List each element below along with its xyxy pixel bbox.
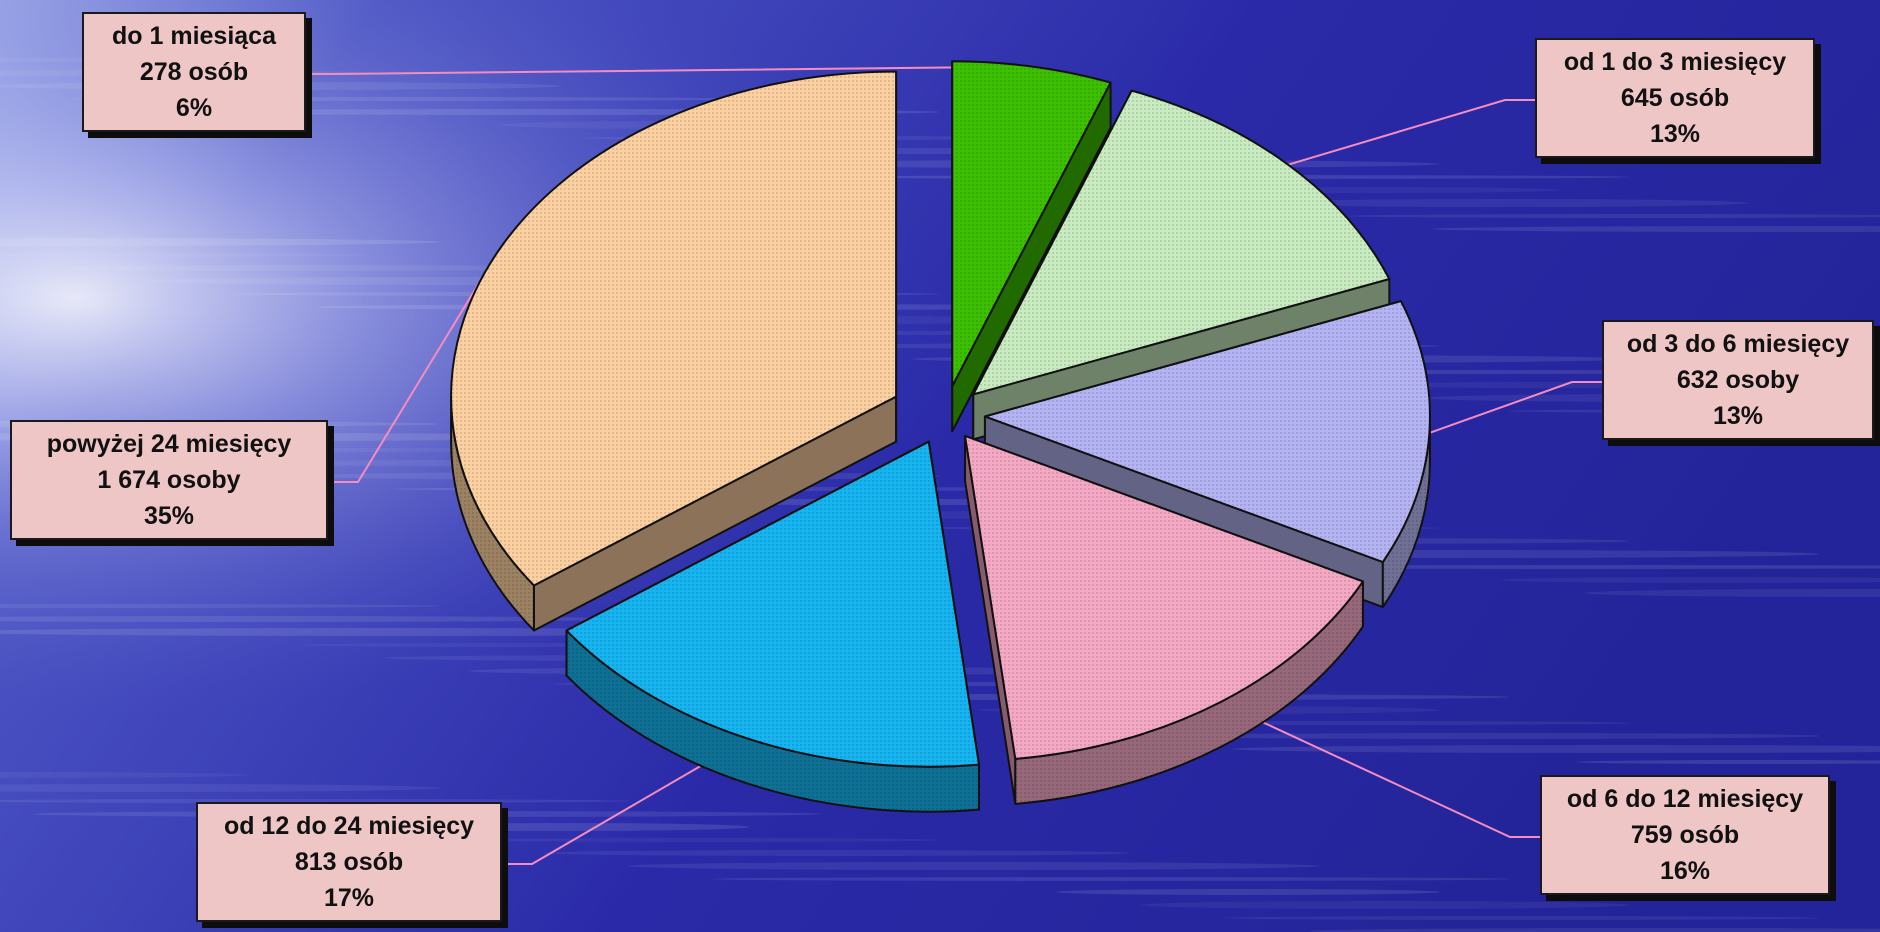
slice-category-label: do 1 miesiąca	[112, 22, 276, 50]
pie-slice-5-rim-texture-0	[451, 396, 534, 631]
slice-percent-label: 13%	[1712, 402, 1764, 430]
slice-count-label: 632 osoby	[1676, 366, 1800, 394]
pie-slice-2	[983, 300, 1431, 609]
leader-line-0	[306, 65, 1033, 75]
pie-slice-0-top-texture	[952, 61, 1111, 387]
slice-count-label: 813 osób	[294, 848, 404, 876]
pie-slice-3-rim-texture-0	[1015, 581, 1363, 804]
slice-percent-label: 17%	[323, 884, 375, 912]
slice-label-4: od 12 do 24 miesięcy 813 osób 17%	[196, 802, 502, 922]
slice-count-label: 1 674 osoby	[97, 466, 241, 494]
slice-category-label: powyżej 24 miesięcy	[46, 430, 292, 458]
pie-slice-4-top-texture	[566, 441, 980, 767]
slice-percent-label: 13%	[1649, 120, 1701, 148]
pie-slice-2-top-texture	[984, 301, 1430, 563]
leader-line-2	[1429, 381, 1602, 434]
pie-slice-3	[964, 434, 1364, 805]
leader-line-3	[1219, 701, 1540, 838]
slice-label-0: do 1 miesiąca 278 osób 6%	[82, 12, 306, 132]
slice-label-5: powyżej 24 miesięcy 1 674 osoby 35%	[10, 420, 328, 540]
pie-slice-0	[951, 60, 1112, 433]
leader-lines	[306, 65, 1602, 865]
slice-count-label: 645 osób	[1620, 84, 1730, 112]
slice-category-label: od 6 do 12 miesięcy	[1566, 785, 1804, 813]
slice-label-2: od 3 do 6 miesięcy 632 osoby 13%	[1602, 320, 1874, 440]
leader-line-4	[502, 737, 749, 865]
slice-category-label: od 3 do 6 miesięcy	[1626, 330, 1850, 358]
pie-slice-5	[450, 70, 898, 632]
slice-label-3: od 6 do 12 miesięcy 759 osób 16%	[1540, 775, 1830, 895]
pie-slice-5-top-texture	[451, 71, 897, 586]
slice-count-label: 759 osób	[1630, 821, 1740, 849]
pie-slice-1-top-texture	[973, 90, 1390, 395]
slice-percent-label: 16%	[1659, 857, 1711, 885]
leader-line-5	[328, 247, 502, 483]
pie-slice-2-rim-texture-0	[1382, 416, 1430, 608]
slice-count-label: 278 osób	[139, 58, 249, 86]
pie-slice-4	[565, 440, 981, 813]
slice-category-label: od 12 do 24 miesięcy	[223, 812, 475, 840]
pie-slice-4-rim-texture-0	[566, 630, 980, 812]
slice-category-label: od 1 do 3 miesięcy	[1563, 48, 1787, 76]
slice-percent-label: 6%	[175, 94, 213, 122]
slice-label-1: od 1 do 3 miesięcy 645 osób 13%	[1535, 38, 1815, 158]
slice-percent-label: 35%	[143, 502, 195, 530]
pie-slices	[450, 60, 1431, 813]
leader-line-1	[1287, 99, 1535, 166]
pie-slice-3-top-texture	[965, 435, 1363, 759]
